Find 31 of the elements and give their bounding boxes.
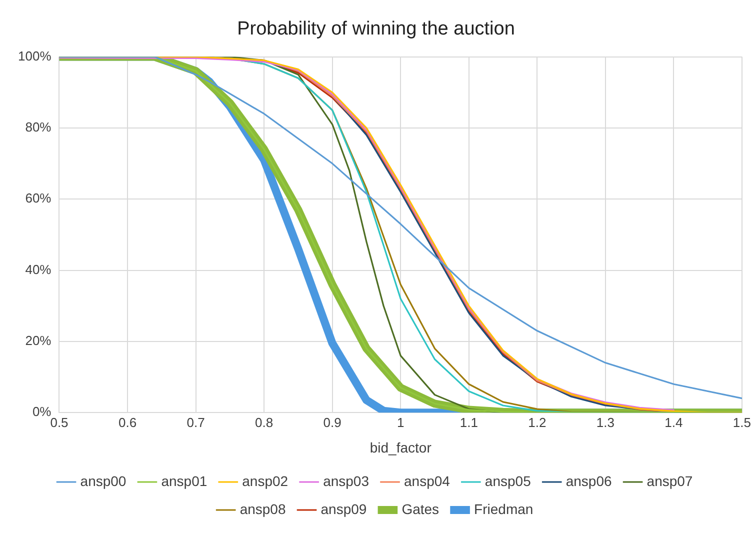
x-axis-title: bid_factor [370, 439, 432, 456]
legend-label: ansp03 [323, 472, 370, 489]
legend-label: ansp09 [320, 500, 367, 517]
x-tick-label: 1.1 [460, 414, 478, 430]
y-tick-label: 100% [18, 48, 52, 64]
x-tick-label: 1.4 [664, 414, 683, 430]
y-tick-label: 20% [25, 333, 52, 348]
y-tick-label: 0% [32, 404, 52, 420]
y-tick-label: 60% [25, 190, 52, 206]
x-tick-label: 1.3 [596, 414, 614, 430]
legend-label: ansp02 [242, 472, 288, 489]
y-tick-label: 40% [25, 262, 52, 277]
x-tick-label: 0.6 [118, 414, 137, 430]
y-tick-label: 80% [25, 120, 52, 135]
legend-label: ansp06 [566, 472, 612, 489]
legend-label: Friedman [474, 500, 534, 517]
x-tick-label: 0.7 [186, 414, 205, 430]
x-tick-label: 0.9 [323, 414, 342, 430]
legend-label: ansp08 [240, 500, 286, 517]
legend-label: ansp04 [404, 472, 450, 489]
legend-label: ansp05 [484, 472, 532, 489]
x-tick-label: 0.8 [255, 414, 274, 430]
x-tick-label: 1 [396, 414, 404, 430]
x-tick-label: 1.5 [732, 414, 752, 430]
legend-label: Gates [402, 500, 440, 517]
legend-label: ansp00 [80, 472, 126, 489]
legend-label: ansp07 [646, 472, 693, 489]
legend-label: ansp01 [161, 472, 208, 489]
x-tick-label: 1.2 [528, 414, 546, 430]
chart-title: Probability of winning the auction [237, 18, 515, 40]
x-tick-label: 0.5 [50, 414, 68, 430]
